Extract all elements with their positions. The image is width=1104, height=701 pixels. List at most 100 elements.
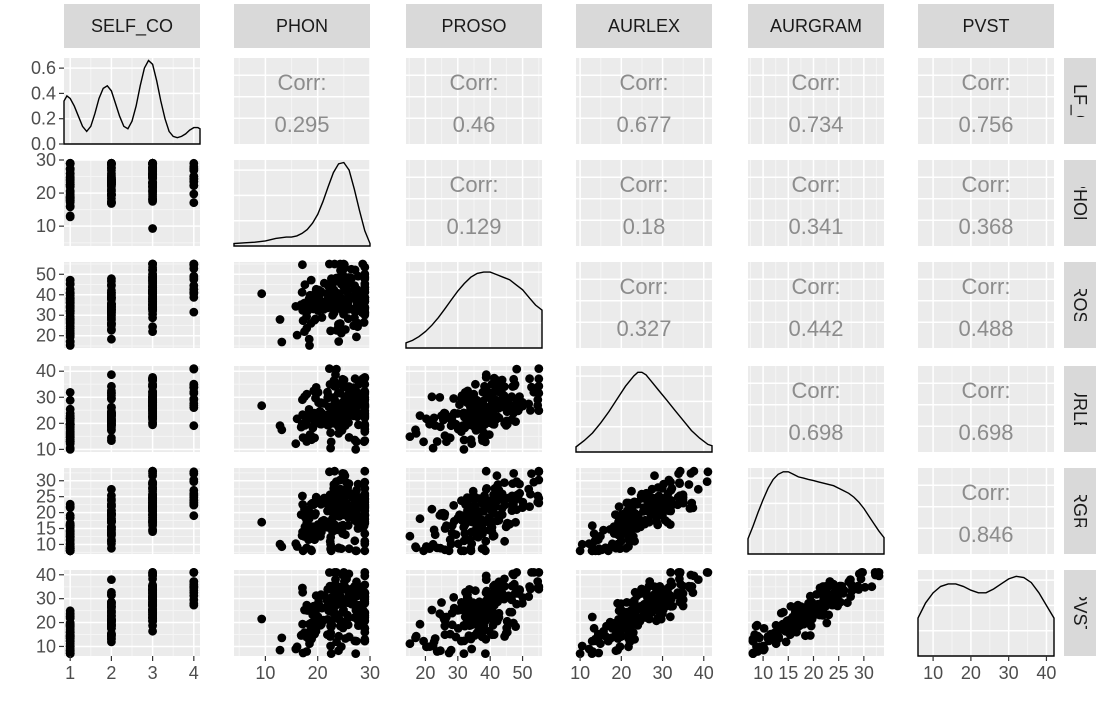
data-point [308, 610, 318, 620]
data-point [326, 546, 336, 556]
data-point [339, 469, 349, 478]
data-point [298, 546, 308, 556]
data-point [319, 278, 329, 288]
data-point [65, 520, 75, 529]
x-tick-label: 4 [189, 663, 199, 683]
data-point [189, 394, 199, 404]
data-point [148, 589, 158, 598]
data-point [477, 414, 487, 424]
right-strip-bg [1064, 58, 1096, 144]
panel-bg [918, 262, 1054, 348]
data-point [500, 582, 509, 591]
data-point [326, 649, 336, 658]
data-point [587, 612, 597, 622]
panel-aurlex-aurlex [575, 366, 713, 453]
data-point [502, 407, 512, 416]
points-proso-vs-self-co [65, 259, 199, 350]
data-point [534, 568, 544, 577]
data-point [835, 589, 845, 598]
data-point [189, 198, 199, 208]
data-point [319, 416, 329, 426]
data-point [65, 284, 75, 294]
data-point [352, 437, 361, 447]
corr-value: 0.734 [788, 112, 843, 137]
data-point [748, 648, 758, 658]
density-curve-self-co [63, 59, 201, 145]
data-point [189, 189, 199, 199]
data-point [315, 289, 325, 299]
data-point [300, 629, 310, 638]
right-strip-bg [1064, 366, 1096, 452]
data-point [652, 616, 661, 626]
data-point [148, 604, 158, 614]
data-point [666, 485, 676, 495]
data-point [666, 568, 675, 577]
data-point [430, 634, 440, 643]
data-point [748, 634, 758, 644]
data-point [350, 582, 359, 591]
x-axis-aurgram: 10 15 20 25 30 [753, 656, 874, 683]
data-point [352, 332, 361, 342]
corr-value: 0.295 [274, 112, 329, 137]
data-point [467, 644, 477, 654]
x-tick-label: 2 [106, 663, 116, 683]
panel-aurlex-self-co [64, 366, 200, 452]
corr-value: 0.677 [616, 112, 671, 137]
data-point [471, 379, 480, 389]
data-point [297, 531, 307, 540]
data-point [624, 628, 633, 638]
data-point [466, 502, 475, 511]
data-point [534, 582, 544, 592]
data-point [336, 403, 346, 412]
data-point [360, 302, 370, 312]
corr-value: 0.46 [453, 112, 496, 137]
corr-label: Corr: [792, 172, 841, 197]
data-point [606, 633, 616, 643]
data-point [459, 649, 469, 658]
corr-label: Corr: [792, 274, 841, 299]
top-strip-bg [576, 4, 712, 48]
data-point [505, 607, 515, 617]
x-tick-label: 20 [611, 663, 631, 683]
data-point [624, 642, 633, 652]
data-point [148, 610, 158, 620]
data-point [148, 396, 158, 406]
data-point [466, 546, 476, 556]
data-point [65, 293, 75, 303]
data-point [107, 302, 116, 312]
points-aurgram-vs-phon [257, 466, 370, 556]
data-point [189, 176, 199, 186]
data-point [347, 264, 356, 274]
y-tick-label: 25 [36, 487, 56, 507]
corr-value: 0.488 [958, 316, 1013, 341]
data-point [781, 637, 791, 647]
top-strip-label: AURLEX [608, 16, 680, 36]
data-point [513, 589, 523, 598]
data-point [107, 509, 116, 519]
data-point [481, 484, 491, 494]
data-point [624, 542, 633, 551]
data-point [422, 642, 431, 652]
data-point [107, 319, 116, 328]
y-tick-label: 20 [36, 413, 56, 433]
data-point [360, 272, 370, 282]
data-point [107, 196, 116, 206]
data-point [490, 496, 499, 506]
data-point [360, 466, 370, 476]
data-point [693, 484, 703, 494]
data-point [65, 395, 75, 405]
data-point [353, 510, 362, 520]
top-strip-label: AURGRAM [770, 16, 862, 36]
data-point [415, 619, 425, 629]
data-point [627, 516, 637, 526]
data-point [275, 645, 285, 655]
data-point [440, 509, 450, 519]
data-point [470, 618, 480, 627]
data-point [300, 605, 309, 615]
data-point [449, 593, 459, 602]
data-point [189, 485, 199, 495]
data-point [786, 629, 796, 638]
data-point [636, 522, 645, 532]
x-tick-label: 30 [448, 663, 468, 683]
